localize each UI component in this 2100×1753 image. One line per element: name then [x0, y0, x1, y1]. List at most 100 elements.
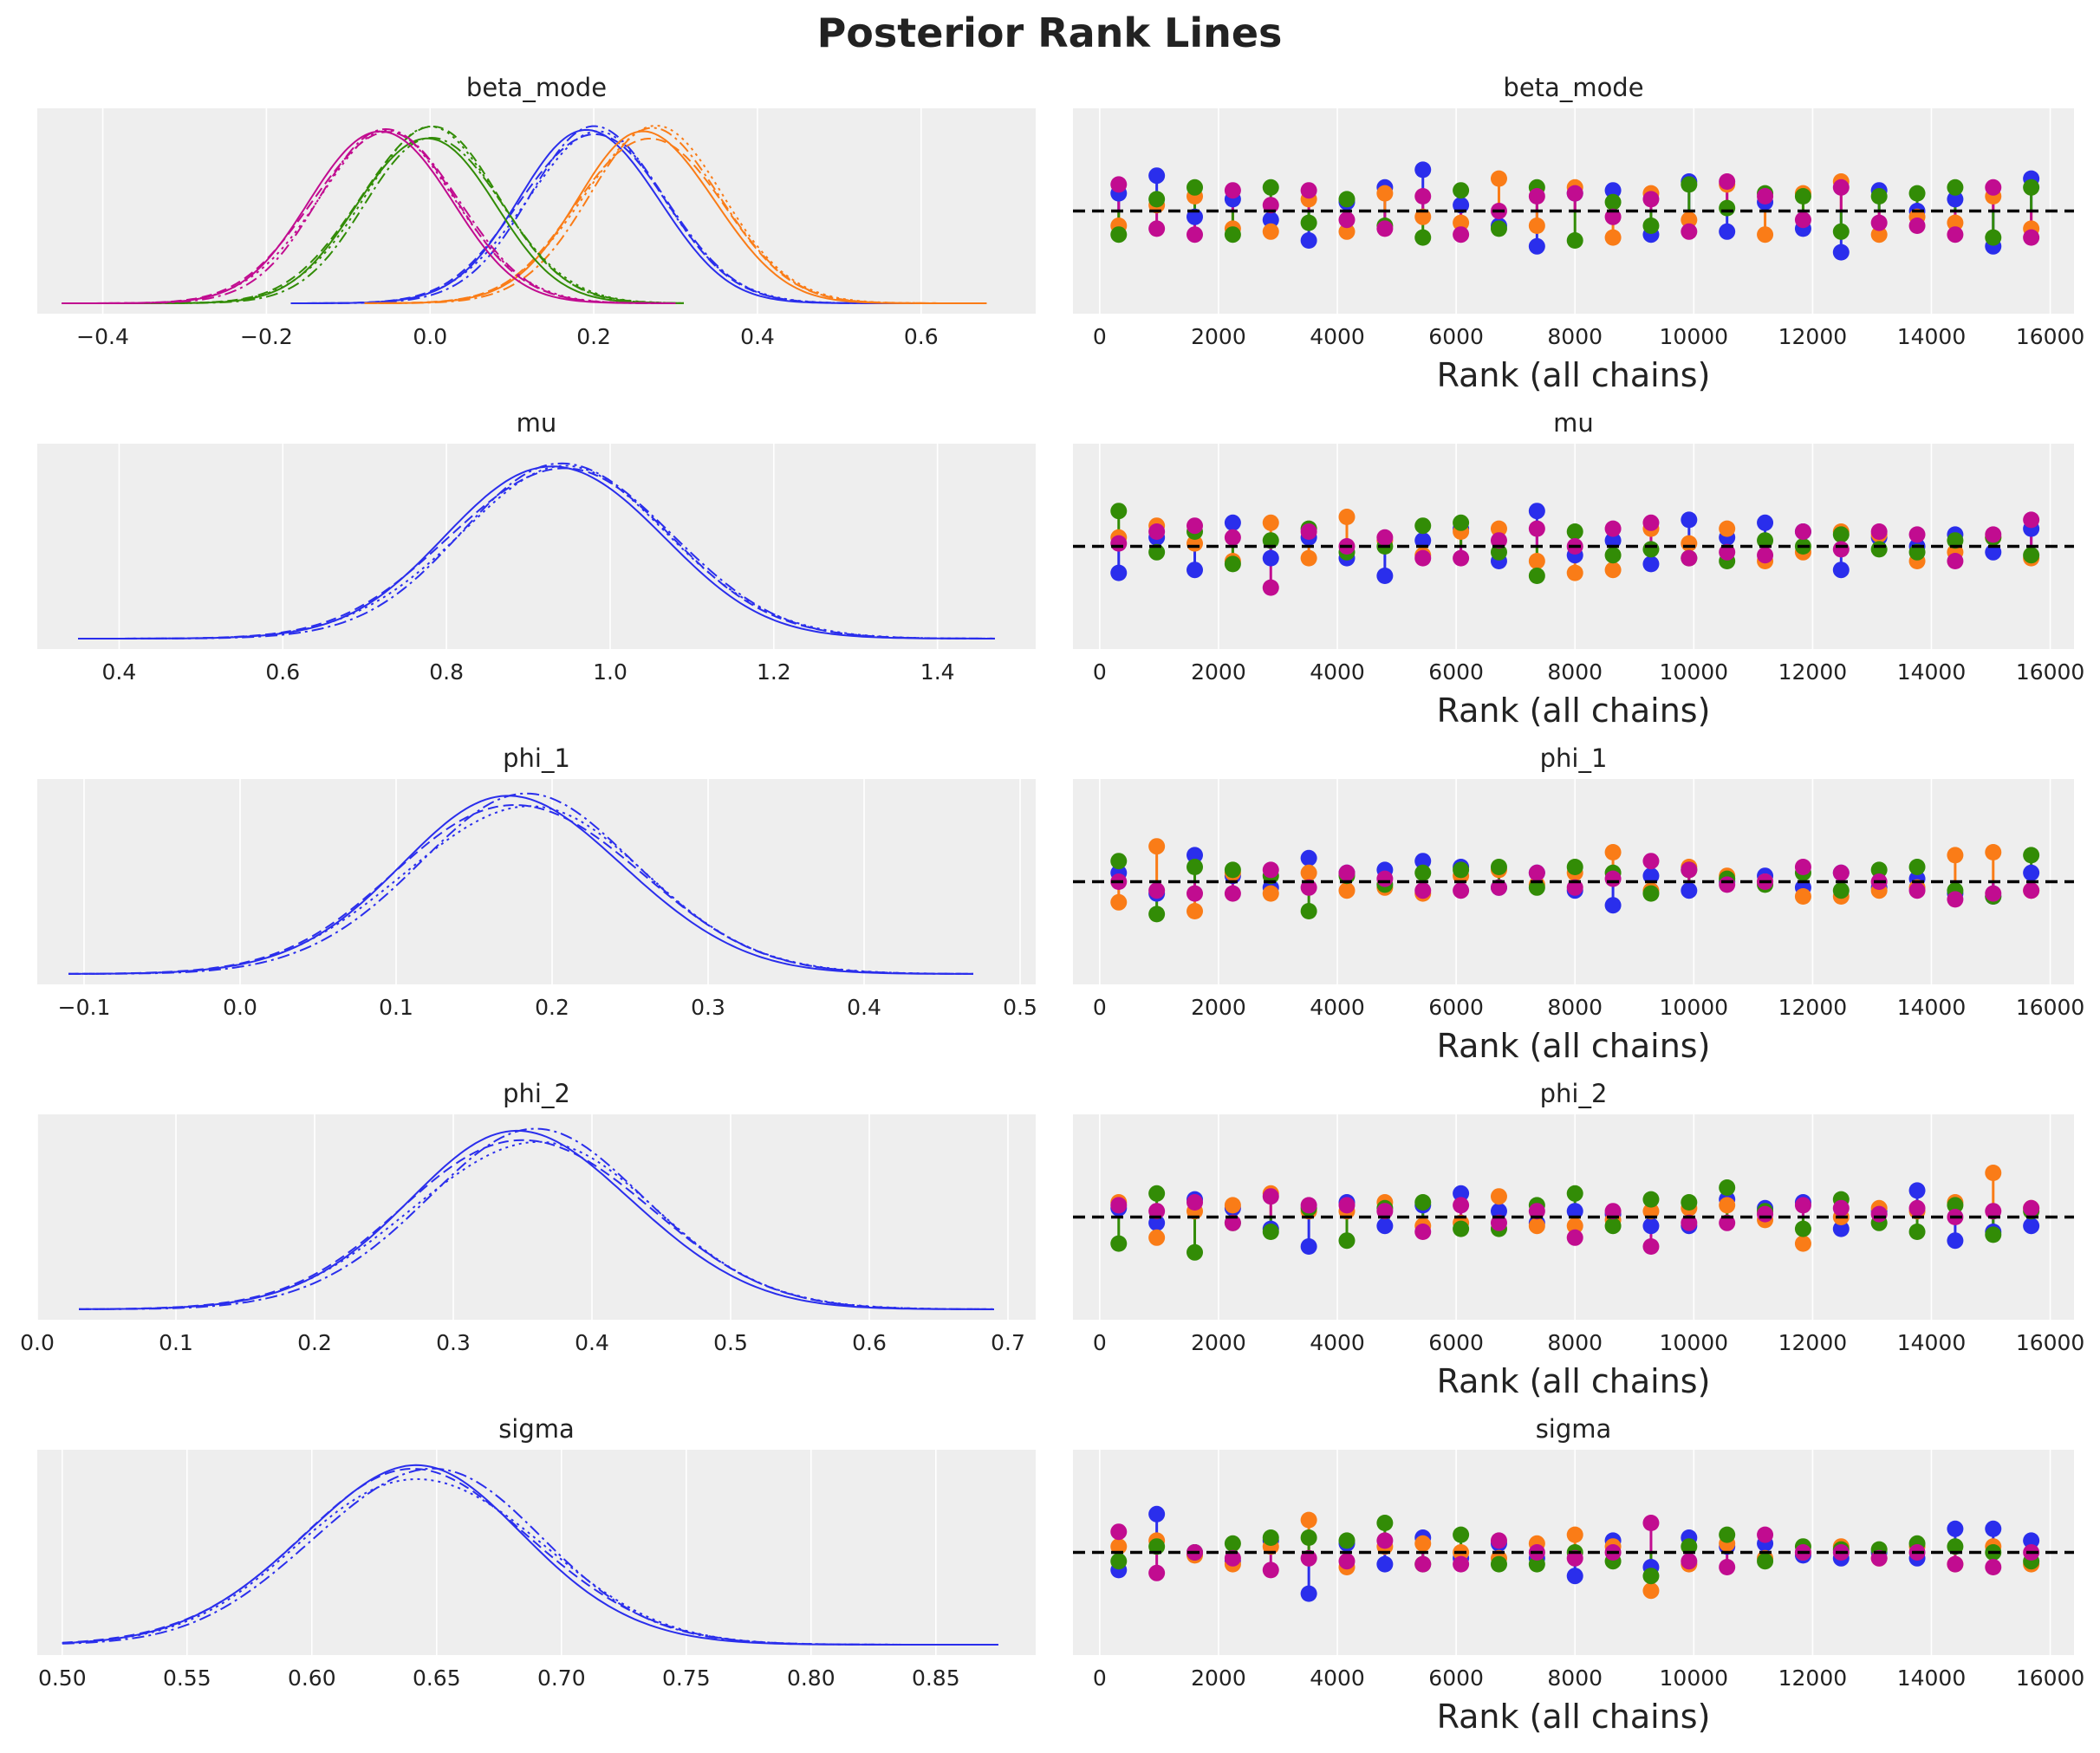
mu-rank-rank-point — [1832, 526, 1850, 543]
beta-mode-kde-tick-label: 0.0 — [413, 324, 447, 349]
sigma-rank-rank-point — [1414, 1555, 1432, 1573]
mu-rank-rank-point — [1566, 523, 1583, 540]
sigma-kde-tick-label: 0.70 — [537, 1665, 586, 1691]
mu-rank-rank-point — [1262, 579, 1279, 596]
beta-mode-rank-rank-point — [1870, 226, 1888, 243]
phi-2-rank-rank-point — [1947, 1197, 1964, 1214]
phi-2-rank-rank-point — [1187, 1243, 1204, 1261]
mu-rank-tick-label: 14000 — [1897, 659, 1967, 685]
beta-mode-rank-rank-point — [1262, 179, 1279, 196]
beta-mode-rank-rank-point — [1908, 218, 1926, 234]
beta-mode-rank-rank-point — [1947, 226, 1964, 243]
phi-1-rank-rank-point — [1300, 864, 1317, 881]
beta-mode-kde-tick-label: 0.4 — [740, 324, 775, 349]
phi-2-rank-rank-point — [1148, 1229, 1166, 1246]
mu-kde-tick-label: 0.4 — [102, 659, 137, 685]
mu-rank-rank-point — [1414, 549, 1432, 567]
beta-mode-rank-rank-point — [1338, 191, 1356, 208]
phi-2-rank-tick-label: 6000 — [1428, 1330, 1484, 1355]
beta-mode-rank-rank-point — [1985, 229, 2002, 246]
sigma-kde-tick-label: 0.80 — [787, 1665, 835, 1691]
sigma-rank-rank-point — [1376, 1555, 1394, 1573]
mu-kde-title: mu — [517, 408, 557, 438]
phi-1-rank-rank-point — [1338, 864, 1356, 881]
phi-1-rank-xlabel: Rank (all chains) — [1437, 1027, 1711, 1065]
phi-2-rank-rank-point — [1338, 1197, 1356, 1214]
sigma-rank-rank-point — [1757, 1553, 1774, 1570]
phi-2-rank-rank-point — [1757, 1205, 1774, 1223]
beta-mode-rank-rank-point — [1604, 208, 1622, 225]
figure-title: Posterior Rank Lines — [817, 10, 1283, 56]
mu-rank-rank-point — [1908, 543, 1926, 561]
phi-1-rank-rank-point — [1832, 864, 1850, 881]
phi-2-rank-rank-point — [1453, 1185, 1470, 1202]
phi-2-rank-tick-label: 0 — [1093, 1330, 1107, 1355]
beta-mode-kde-panel: −0.4 −0.2 0.0 0.2 0.4 0.6 beta_mode — [37, 73, 1036, 349]
sigma-rank-rank-point — [1376, 1515, 1394, 1531]
beta-mode-rank-rank-point — [1224, 226, 1241, 243]
phi-2-rank-tick-label: 4000 — [1310, 1330, 1365, 1355]
mu-rank-rank-point — [1490, 520, 1507, 537]
phi-2-rank-rank-point — [1414, 1194, 1432, 1211]
phi-1-rank-tick-label: 0 — [1093, 995, 1107, 1020]
sigma-rank-tick-label: 14000 — [1897, 1665, 1967, 1691]
phi-2-rank-rank-point — [1947, 1232, 1964, 1250]
phi-1-rank-tick-label: 16000 — [2016, 995, 2085, 1020]
phi-1-rank-tick-label: 14000 — [1897, 995, 1967, 1020]
phi-1-rank-rank-point — [1566, 879, 1583, 896]
phi-1-rank-rank-point — [1642, 867, 1660, 885]
phi-2-rank-tick-label: 12000 — [1778, 1330, 1848, 1355]
beta-mode-kde-kde-line — [364, 127, 987, 304]
mu-rank-rank-point — [1528, 520, 1545, 537]
phi-2-rank-rank-point — [1908, 1199, 1926, 1217]
mu-rank-rank-point — [1604, 562, 1622, 579]
phi-2-kde-tick-label: 0.4 — [575, 1330, 609, 1355]
beta-mode-rank-tick-label: 12000 — [1778, 324, 1848, 349]
phi-2-rank-rank-point — [1681, 1194, 1698, 1211]
phi-1-rank-rank-point — [1566, 859, 1583, 875]
mu-rank-tick-label: 4000 — [1310, 659, 1365, 685]
phi-2-rank-panel: 0 2000 4000 6000 8000 10000 12000 14000 16000 phi… — [1073, 1079, 2084, 1400]
sigma-rank-rank-point — [1262, 1561, 1279, 1579]
mu-rank-rank-point — [1453, 549, 1470, 567]
beta-mode-rank-rank-point — [1757, 226, 1774, 243]
sigma-kde-tick-label: 0.65 — [413, 1665, 461, 1691]
phi-1-kde-tick-label: 0.3 — [691, 995, 725, 1020]
beta-mode-rank-rank-point — [1338, 211, 1356, 229]
phi-2-rank-rank-point — [1376, 1217, 1394, 1235]
beta-mode-rank-rank-point — [1262, 211, 1279, 229]
sigma-rank-rank-point — [1300, 1549, 1317, 1567]
mu-rank-rank-point — [1681, 549, 1698, 567]
mu-rank-rank-point — [1604, 532, 1622, 549]
sigma-kde-panel: 0.50 0.55 0.60 0.65 0.70 0.75 0.80 0.85 sigma — [37, 1414, 1036, 1691]
phi-1-rank-rank-point — [1453, 882, 1470, 899]
sigma-rank-tick-label: 8000 — [1547, 1665, 1603, 1691]
mu-rank-rank-point — [1262, 532, 1279, 549]
mu-kde-tick-label: 0.6 — [265, 659, 300, 685]
phi-2-rank-rank-point — [1642, 1238, 1660, 1255]
beta-mode-rank-rank-point — [1794, 211, 1811, 229]
beta-mode-rank-rank-point — [1947, 214, 1964, 231]
beta-mode-rank-rank-point — [1300, 182, 1317, 199]
sigma-rank-rank-point — [1719, 1526, 1736, 1543]
phi-1-rank-rank-point — [1187, 847, 1204, 864]
mu-rank-rank-point — [1566, 564, 1583, 581]
beta-mode-kde-kde-line — [290, 133, 921, 304]
beta-mode-rank-rank-point — [1148, 167, 1166, 185]
phi-2-rank-rank-point — [1985, 1226, 2002, 1243]
phi-2-rank-tick-label: 16000 — [2016, 1330, 2085, 1355]
phi-1-kde-kde-line — [68, 795, 973, 975]
beta-mode-rank-rank-point — [1642, 218, 1660, 234]
phi-2-rank-rank-point — [1566, 1203, 1583, 1220]
mu-rank-rank-point — [1376, 568, 1394, 584]
beta-mode-rank-rank-point — [1566, 185, 1583, 202]
mu-rank-rank-point — [1604, 520, 1622, 537]
beta-mode-rank-rank-point — [1719, 173, 1736, 190]
beta-mode-kde-tick-label: 0.2 — [576, 324, 611, 349]
beta-mode-kde-kde-line — [102, 136, 685, 304]
phi-2-rank-rank-point — [1642, 1191, 1660, 1208]
beta-mode-rank-rank-point — [1110, 226, 1128, 243]
beta-mode-rank-rank-point — [1604, 182, 1622, 199]
sigma-rank-rank-point — [1566, 1568, 1583, 1585]
sigma-kde-tick-label: 0.55 — [163, 1665, 211, 1691]
